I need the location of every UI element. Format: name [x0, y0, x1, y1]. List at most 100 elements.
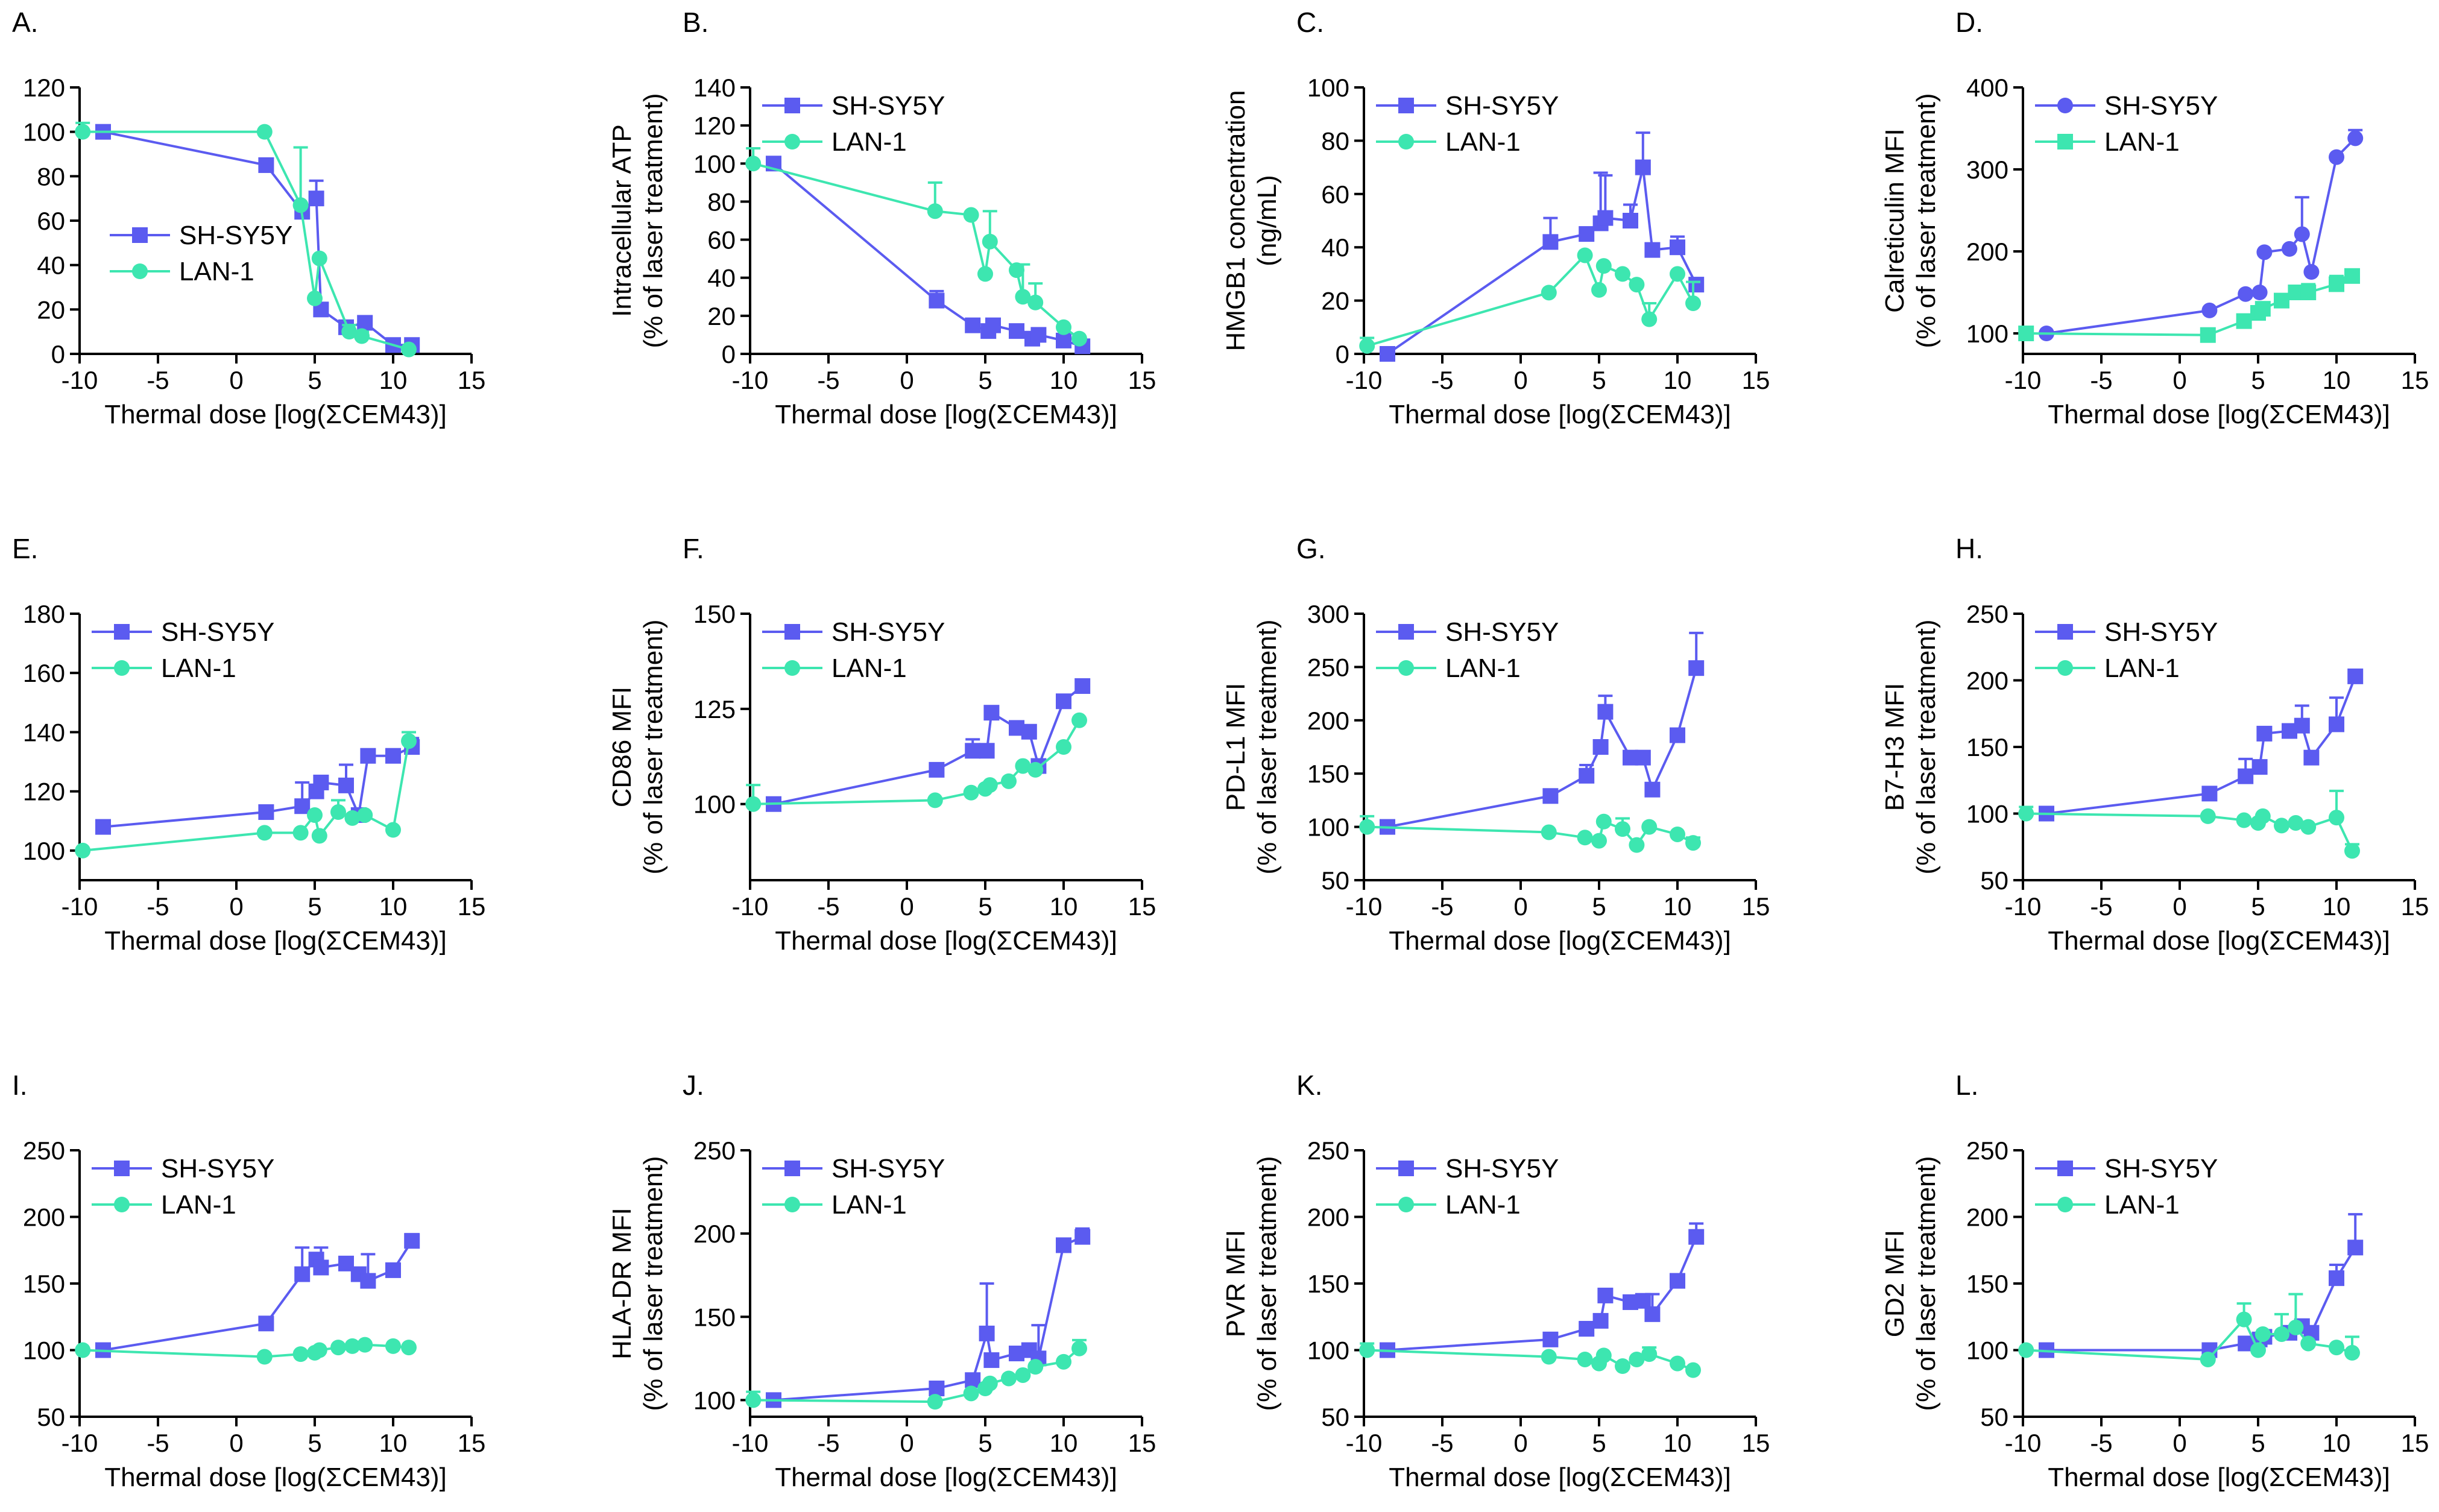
y-tick-label: 100: [693, 150, 736, 178]
x-tick-label: 5: [308, 366, 321, 394]
data-point: [1056, 739, 1071, 755]
x-tick-label: 15: [1742, 1429, 1770, 1457]
x-tick-label: 5: [978, 1429, 992, 1457]
data-point: [1541, 824, 1557, 840]
chart-c: C. -10 -5 0 5 10 15 0 20 40 60 80 100 Thermal dose [l…: [1221, 7, 1770, 429]
x-tick-label: 5: [978, 892, 992, 921]
data-point: [927, 1394, 943, 1410]
x-tick-label: 0: [1513, 366, 1527, 394]
data-point: [1579, 226, 1595, 242]
data-point: [1629, 277, 1645, 293]
series-lan-1: [745, 147, 1087, 347]
data-point: [2303, 264, 2320, 280]
data-point: [401, 733, 417, 749]
x-axis-title: Thermal dose [log(ΣCEM43)]: [104, 926, 447, 956]
x-tick-label: -5: [817, 1429, 839, 1457]
y-tick-label: 200: [23, 1203, 65, 1232]
data-point: [1071, 330, 1087, 347]
series-line: [753, 719, 1081, 805]
chart-f: F. -10 -5 0 5 10 15 100 125 150 Thermal dose [log(…: [607, 533, 1156, 956]
series-line: [2046, 137, 2356, 335]
x-tick-label: -10: [732, 892, 769, 921]
legend: SH-SY5Y LAN-1: [1376, 1154, 1559, 1220]
legend-marker: [1398, 1197, 1414, 1212]
data-point: [1644, 781, 1661, 798]
data-point: [983, 1352, 1000, 1369]
data-point: [2200, 808, 2216, 824]
legend-label: SH-SY5Y: [1445, 91, 1559, 121]
legend-marker: [132, 263, 148, 279]
data-point: [1542, 234, 1559, 250]
y-axis-title: (ng/mL): [1252, 175, 1282, 266]
legend: SH-SY5Y LAN-1: [2035, 91, 2218, 157]
x-tick-label: 10: [2323, 366, 2351, 394]
data-point: [2254, 301, 2271, 317]
y-axis-title: (% of laser treatment): [1252, 1156, 1282, 1411]
data-point: [1688, 277, 1705, 293]
legend-label: SH-SY5Y: [1445, 1154, 1559, 1183]
data-point: [1635, 159, 1651, 175]
data-point: [75, 124, 91, 140]
series-line: [1387, 1236, 1698, 1352]
series-line: [103, 1240, 413, 1352]
data-point: [1644, 1306, 1661, 1322]
x-tick-label: -5: [817, 366, 839, 394]
data-point: [1592, 1312, 1609, 1329]
data-point: [2300, 285, 2317, 300]
y-tick-label: 150: [693, 600, 736, 628]
y-tick-label: 50: [1980, 1403, 2008, 1431]
y-tick-label: 100: [693, 790, 736, 819]
legend-label: LAN-1: [2104, 654, 2180, 683]
series-line: [772, 162, 1083, 348]
x-tick-label: -10: [62, 1429, 98, 1457]
x-tick-label: -10: [732, 1429, 769, 1457]
data-point: [2200, 1351, 2216, 1367]
x-tick-label: 0: [900, 1429, 913, 1457]
x-axis-title: Thermal dose [log(ΣCEM43)]: [1389, 1463, 1731, 1492]
data-point: [357, 1337, 373, 1353]
data-point: [354, 328, 370, 344]
data-point: [1027, 294, 1044, 310]
data-point: [344, 1338, 361, 1354]
x-tick-label: 0: [1513, 1429, 1527, 1457]
series-sh-sy5y: [2039, 668, 2364, 822]
data-point: [2236, 1311, 2252, 1328]
series-line: [773, 685, 1084, 805]
y-tick-label: 200: [1307, 707, 1349, 735]
data-point: [2329, 1270, 2344, 1287]
legend-marker: [2057, 660, 2073, 676]
y-tick-label: 180: [23, 600, 65, 628]
legend-label: SH-SY5Y: [2104, 1154, 2218, 1183]
x-tick-label: 0: [229, 892, 243, 921]
legend-label: LAN-1: [1445, 654, 1521, 683]
legend: SH-SY5Y LAN-1: [92, 617, 274, 683]
data-point: [292, 825, 309, 841]
y-tick-label: 150: [23, 1270, 65, 1298]
series-sh-sy5y: [1380, 631, 1705, 835]
data-point: [311, 828, 327, 844]
data-point: [985, 317, 1001, 333]
series-line: [1366, 253, 1694, 347]
data-point: [2251, 285, 2268, 300]
data-point: [1685, 835, 1701, 851]
legend: SH-SY5Y LAN-1: [92, 1154, 274, 1220]
y-axis-title: GD2 MFI: [1880, 1230, 1910, 1337]
data-point: [1056, 1353, 1071, 1370]
x-tick-label: 5: [308, 892, 321, 921]
data-point: [2347, 130, 2364, 146]
y-tick-label: 100: [1966, 800, 2008, 828]
data-point: [357, 315, 373, 331]
x-tick-label: -5: [2090, 366, 2112, 394]
data-point: [1597, 1287, 1614, 1303]
panel-letter: I.: [12, 1069, 28, 1101]
data-point: [929, 292, 945, 309]
y-axis-title: (% of laser treatment): [1911, 1156, 1941, 1411]
x-axis-title: Thermal dose [log(ΣCEM43)]: [775, 926, 1117, 956]
chart-d: D. -10 -5 0 5 10 15 100 200 300 400 Thermal dose [l…: [1880, 7, 2429, 429]
data-point: [965, 1372, 981, 1388]
legend: SH-SY5Y LAN-1: [762, 1154, 945, 1220]
x-tick-label: -10: [2005, 1429, 2042, 1457]
data-point: [1056, 1237, 1071, 1253]
x-axis-title: Thermal dose [log(ΣCEM43)]: [1389, 400, 1731, 429]
data-point: [2344, 1344, 2360, 1361]
